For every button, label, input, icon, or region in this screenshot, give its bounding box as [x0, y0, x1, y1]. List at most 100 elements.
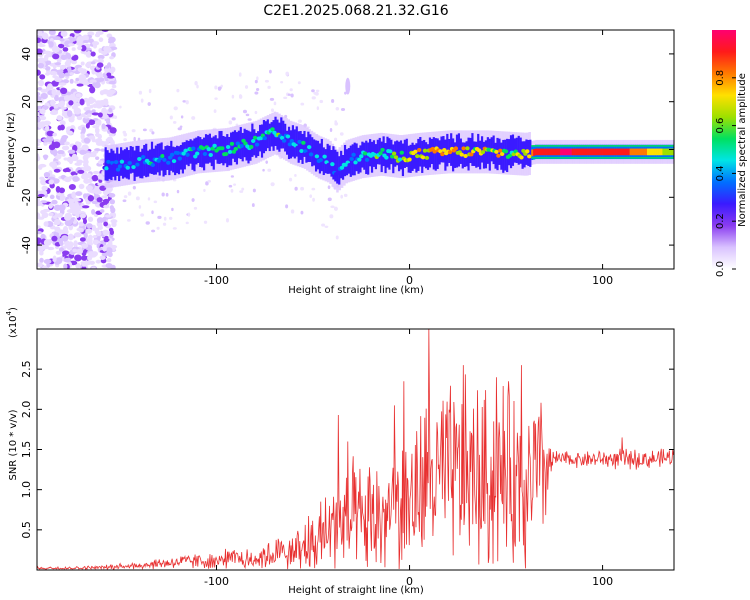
spectrogram-ytick-label: -20 — [20, 188, 33, 206]
spectrogram-cell — [96, 217, 104, 224]
spectrogram-cell — [222, 135, 225, 166]
spectrogram-cell — [102, 245, 107, 252]
spectrogram-cell — [63, 263, 68, 269]
snr-xtick-label: 0 — [406, 575, 413, 588]
spectrogram-cell — [37, 200, 43, 207]
spectrogram-cell — [251, 203, 255, 208]
spectrogram-cell — [283, 96, 288, 100]
spectrogram-cell — [598, 148, 601, 156]
spectrogram-cell — [469, 137, 472, 164]
spectrogram-cell — [48, 179, 55, 185]
spectrogram-cell — [639, 148, 642, 156]
spectrogram-cell — [196, 84, 199, 89]
spectrogram-cell — [224, 136, 227, 164]
spectrogram-cell — [99, 255, 106, 260]
spectrogram-cell — [87, 234, 93, 241]
spectrogram-cell — [569, 148, 572, 156]
spectrogram-cell — [68, 202, 75, 207]
spectrogram-cell — [78, 183, 85, 190]
spectrogram-cell — [108, 193, 116, 198]
spectrogram-cell — [311, 187, 316, 191]
spectrogram-cell — [567, 148, 571, 156]
spectrogram-cell — [469, 152, 474, 157]
spectrogram-cell — [57, 212, 64, 218]
spectrogram-cell — [376, 139, 379, 165]
spectrogram-cell — [453, 142, 457, 168]
spectrogram-cell — [72, 248, 78, 253]
spectrogram-cell — [40, 178, 47, 186]
spectrogram-cell — [37, 87, 43, 91]
spectrogram-cell — [123, 195, 128, 199]
spectrogram-cell — [581, 148, 584, 156]
spectrogram-ytick-label: -40 — [20, 236, 33, 254]
spectrogram-cell — [77, 67, 84, 73]
spectrogram-cell — [183, 142, 186, 170]
spectrogram-cell — [56, 69, 64, 73]
spectrogram-cell — [440, 136, 443, 163]
spectrogram-cell — [214, 97, 218, 100]
spectrogram-cell — [249, 144, 254, 149]
snr-scale-note: (x104) — [5, 307, 19, 338]
spectrogram-cell — [122, 130, 127, 134]
spectrogram-cell — [37, 230, 43, 235]
spectrogram-cell — [328, 145, 331, 174]
spectrogram-cell — [168, 216, 173, 220]
spectrogram-cell — [343, 144, 347, 177]
spectrogram-cell — [498, 148, 503, 153]
spectrogram-cell — [61, 145, 70, 151]
spectrogram-cell — [359, 154, 364, 159]
spectrogram-cell — [162, 157, 167, 162]
spectrogram-cell — [289, 88, 293, 92]
spectrogram-cell — [295, 145, 300, 150]
spectrogram-cell — [51, 88, 57, 96]
spectrogram-cell — [327, 185, 331, 190]
spectrogram-cell — [392, 144, 395, 174]
spectrogram-cell — [75, 211, 80, 218]
spectrogram-cell — [357, 157, 362, 162]
spectrogram-cell — [316, 106, 320, 111]
spectrogram-cell — [289, 138, 294, 143]
svg-text:(x104): (x104) — [5, 307, 19, 338]
spectrogram-cell — [536, 148, 540, 156]
spectrogram-cell — [273, 101, 277, 106]
spectrogram-cell — [419, 136, 422, 167]
spectrogram-cell — [407, 157, 412, 162]
spectrogram-cell — [99, 209, 105, 213]
spectrogram-cell — [101, 123, 106, 130]
snr-ytick-label: 2.5 — [20, 360, 33, 378]
spectrogram-cell — [103, 221, 109, 227]
spectrogram-cell — [108, 80, 116, 85]
spectrogram-cell — [226, 134, 229, 168]
spectrogram-cell — [264, 121, 267, 152]
spectrogram-cell — [151, 210, 154, 215]
spectrogram-cell — [666, 148, 669, 156]
spectrogram-cell — [162, 149, 165, 177]
spectrogram-cell — [459, 152, 464, 157]
spectrogram-cell — [306, 145, 312, 150]
spectrogram-cell — [81, 126, 86, 134]
spectrogram-cell — [319, 99, 324, 104]
spectrogram-cell — [37, 196, 41, 202]
spectrogram-cell — [40, 116, 47, 121]
spectrogram-cell — [442, 148, 447, 153]
spectrogram-cell — [38, 79, 44, 87]
spectrogram-cell — [55, 257, 63, 265]
snr-panel: -100 0 100 0.5 1.0 1.5 2.0 2.5 Height of straig… — [5, 307, 675, 596]
spectrogram-cell — [37, 92, 41, 97]
spectrogram-cell — [82, 34, 89, 42]
spectrogram-cell — [127, 160, 132, 165]
spectrogram-cell — [335, 235, 339, 240]
spectrogram-cell — [107, 240, 113, 247]
spectrogram-cell — [117, 164, 123, 169]
spectrogram-cell — [39, 250, 44, 256]
spectrogram-cell — [59, 124, 65, 131]
spectrogram-cell — [48, 176, 56, 180]
spectrogram-cell — [473, 141, 476, 166]
spectrogram-cell — [123, 149, 127, 178]
spectrogram-cell — [267, 168, 272, 172]
spectrogram-cell — [173, 106, 178, 111]
spectrogram-cell — [465, 141, 468, 167]
spectrogram-cell — [519, 155, 524, 160]
spectrogram-cell — [656, 148, 659, 156]
spectrogram-cell — [97, 54, 105, 60]
